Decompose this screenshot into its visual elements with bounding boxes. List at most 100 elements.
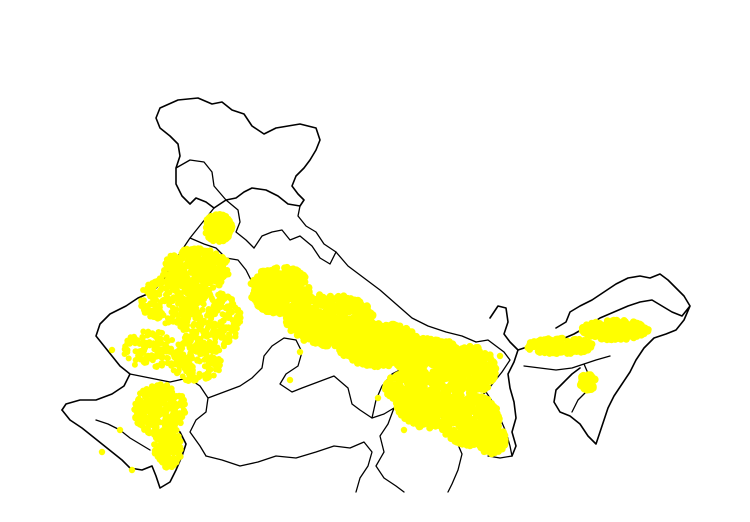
marker-point	[493, 412, 501, 420]
marker-point	[554, 342, 562, 349]
marker-point	[210, 372, 217, 379]
marker-point	[411, 402, 418, 410]
marker-point	[356, 315, 364, 323]
marker-point	[134, 411, 141, 418]
marker-point	[207, 342, 214, 349]
marker-point	[179, 345, 186, 352]
marker-point	[351, 306, 359, 315]
marker-point	[166, 265, 174, 272]
marker-point	[210, 332, 217, 339]
marker-point	[416, 423, 424, 431]
marker-point	[143, 386, 150, 393]
marker-point	[266, 308, 274, 315]
marker-point	[327, 299, 335, 307]
marker-point	[195, 315, 202, 322]
marker-point	[184, 298, 191, 305]
marker-point	[197, 299, 204, 306]
marker-point	[285, 277, 293, 285]
marker-point	[386, 375, 394, 382]
marker-point	[138, 422, 145, 429]
marker-point	[223, 271, 230, 278]
marker-point	[281, 285, 289, 293]
marker-point	[145, 420, 152, 427]
marker-point	[209, 348, 216, 355]
marker-point	[216, 362, 223, 369]
marker-point	[423, 402, 431, 410]
marker-point	[158, 360, 165, 367]
marker-point	[147, 402, 154, 410]
marker-point	[451, 407, 459, 415]
marker-point	[131, 361, 138, 368]
marker-point	[163, 285, 170, 292]
marker-point	[189, 254, 197, 261]
marker-point	[132, 348, 139, 355]
marker-point	[357, 321, 365, 329]
marker-point	[156, 411, 163, 418]
marker-point	[282, 303, 290, 311]
border-northeast	[517, 273, 691, 445]
marker-point	[165, 424, 172, 432]
marker-point	[152, 447, 159, 454]
marker-point	[169, 304, 176, 311]
marker-point	[185, 304, 192, 311]
marker-point	[341, 303, 349, 311]
marker-point	[402, 325, 411, 333]
marker-point	[302, 298, 310, 306]
marker-point	[444, 391, 452, 398]
marker-point	[364, 312, 372, 320]
marker-point	[336, 297, 344, 305]
marker-point	[444, 358, 452, 366]
border-jammu-kashmir	[155, 97, 321, 209]
marker-point	[585, 344, 593, 352]
marker-point	[149, 396, 157, 404]
marker-point	[387, 386, 394, 393]
marker-point	[208, 220, 216, 228]
marker-point	[169, 419, 176, 426]
marker-point	[203, 255, 211, 263]
marker-point	[451, 377, 459, 384]
marker-point	[180, 407, 188, 414]
marker-point	[176, 358, 183, 365]
marker-point	[190, 304, 197, 311]
marker-point	[426, 424, 434, 432]
marker-point	[448, 431, 456, 439]
marker-point	[144, 285, 151, 291]
marker-point	[476, 441, 483, 449]
marker-point	[558, 334, 566, 342]
marker-point	[480, 386, 488, 394]
marker-point	[459, 374, 467, 382]
marker-point	[229, 309, 235, 316]
marker-point	[139, 334, 146, 340]
marker-point	[202, 281, 209, 288]
marker-point	[176, 311, 183, 318]
marker-point	[131, 336, 138, 342]
marker-point	[216, 328, 222, 335]
marker-point	[150, 290, 157, 297]
marker-point	[341, 341, 349, 349]
marker-point	[283, 265, 291, 272]
marker-point	[121, 351, 128, 357]
marker-point	[154, 399, 161, 407]
marker-point	[156, 304, 163, 311]
marker-point	[153, 353, 160, 360]
border-himachal	[175, 159, 255, 249]
marker-point	[274, 308, 282, 316]
marker-point	[297, 315, 305, 323]
marker-point	[215, 274, 222, 282]
marker-point	[364, 328, 372, 336]
marker-point	[465, 406, 473, 414]
marker-point	[190, 246, 197, 254]
marker-point	[170, 455, 177, 462]
marker-point	[169, 449, 176, 456]
marker-point	[162, 463, 170, 470]
marker-point	[313, 338, 321, 346]
marker-point	[142, 302, 149, 309]
marker-point	[209, 321, 216, 328]
marker-point	[297, 277, 304, 285]
marker-point	[478, 360, 486, 368]
marker-point	[213, 256, 221, 263]
marker-point	[286, 309, 294, 317]
marker-point	[208, 312, 215, 319]
marker-point	[140, 328, 147, 335]
marker-point	[290, 271, 298, 279]
